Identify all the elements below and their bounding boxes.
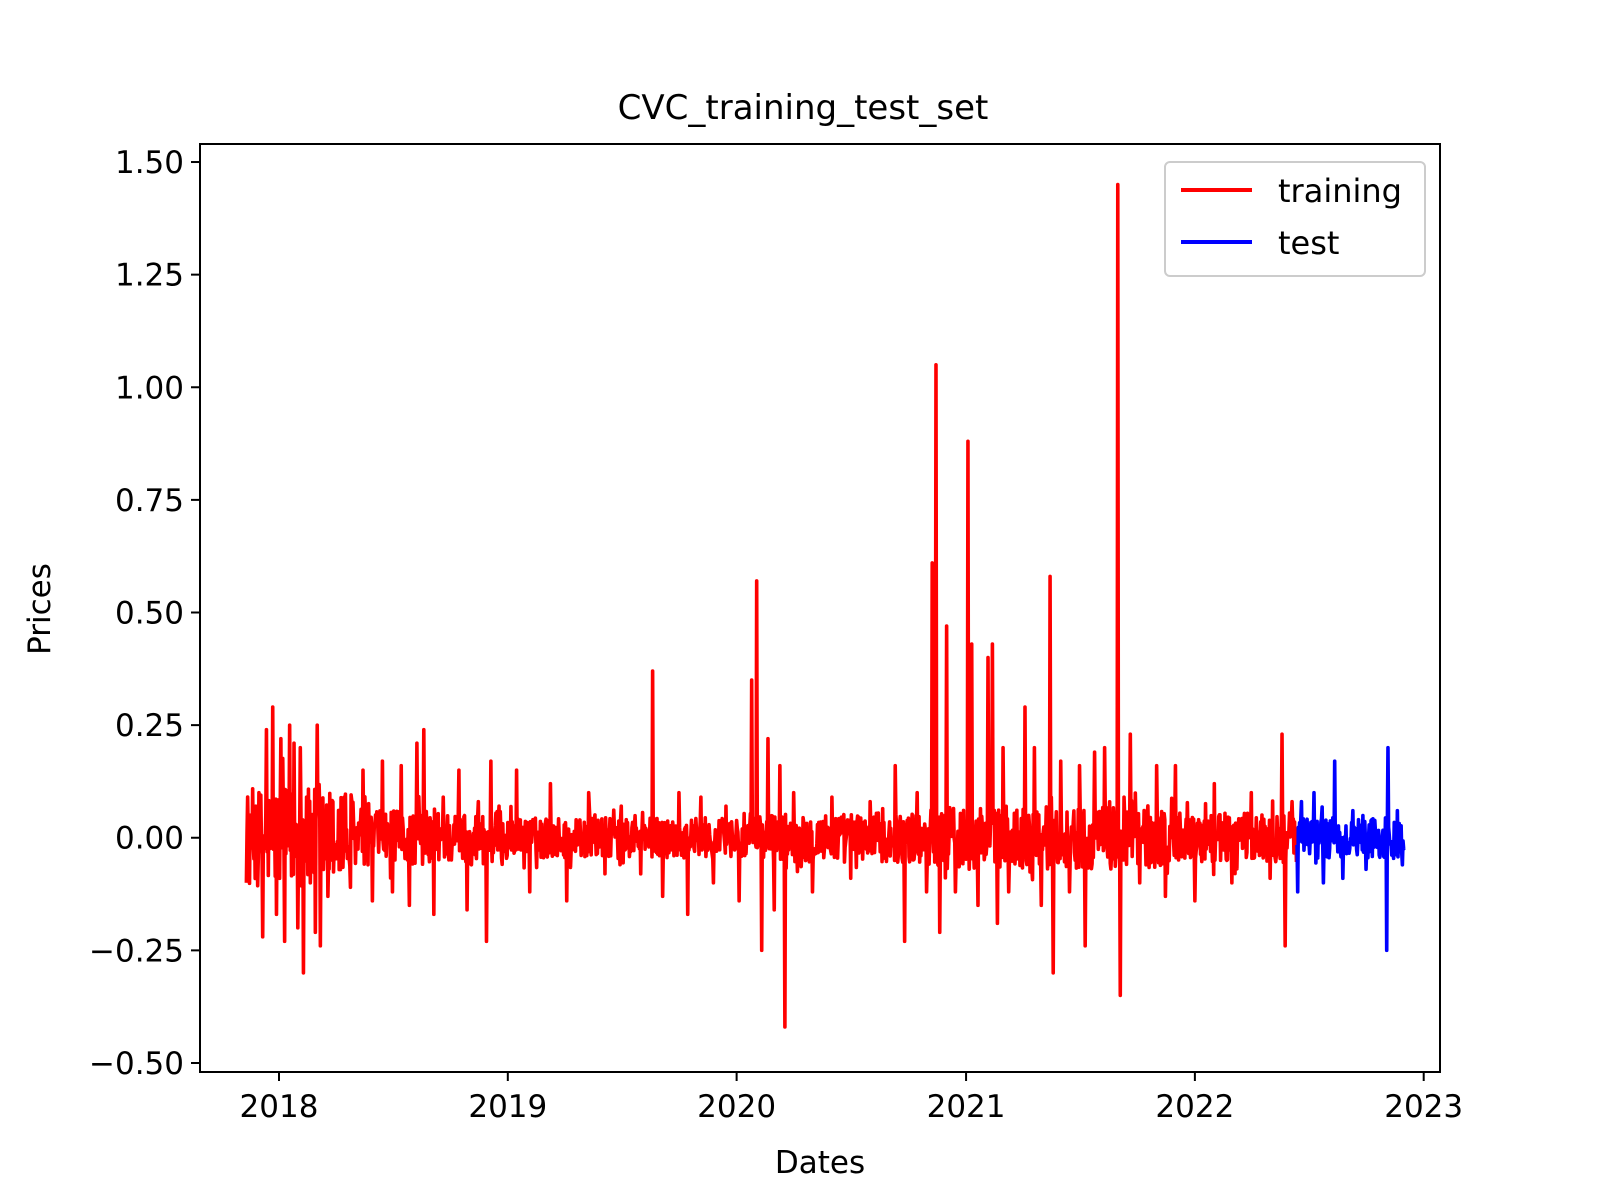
x-tick-label: 2023 <box>1384 1089 1463 1125</box>
y-axis-label: Prices <box>22 563 58 655</box>
plot-frame <box>199 143 1441 1073</box>
x-axis-label: Dates <box>775 1145 865 1181</box>
legend-label-test: test <box>1278 224 1339 262</box>
x-tick-label: 2018 <box>240 1089 319 1125</box>
series-line-test <box>1295 745 1406 953</box>
y-tick-label: 0.50 <box>115 596 184 632</box>
x-tick-label: 2019 <box>468 1089 547 1125</box>
x-axis: 2018 2019 2020 2021 2022 2023 <box>240 1072 1463 1125</box>
y-tick-label: 1.00 <box>115 370 184 406</box>
x-tick-label: 2022 <box>1155 1089 1234 1125</box>
y-tick-label: 0.25 <box>115 708 184 744</box>
y-tick-label: 0.75 <box>115 483 184 519</box>
y-tick-label: −0.25 <box>89 933 184 969</box>
y-axis: 1.50 1.25 1.00 0.75 0.50 0.25 0.00 −0.25 −0.50 <box>89 145 200 1082</box>
x-tick-label: 2021 <box>927 1089 1006 1125</box>
x-tick-label: 2020 <box>697 1089 776 1125</box>
plot-series <box>244 182 1406 1029</box>
y-tick-label: 1.25 <box>115 258 184 294</box>
chart-title: CVC_training_test_set <box>618 88 989 128</box>
y-tick-label: −0.50 <box>89 1046 184 1082</box>
legend: training test <box>1164 161 1426 277</box>
series-line-training <box>244 182 1299 1029</box>
legend-label-training: training <box>1278 172 1402 210</box>
y-tick-label: 1.50 <box>115 145 184 181</box>
y-tick-label: 0.00 <box>115 821 184 857</box>
